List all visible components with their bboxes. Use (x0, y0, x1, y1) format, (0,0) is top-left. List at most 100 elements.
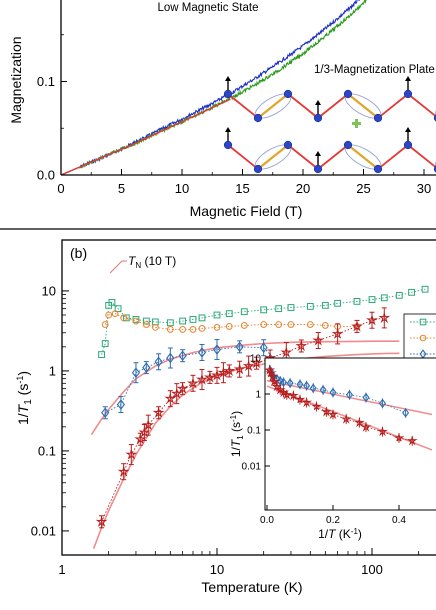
spin-site-top (373, 113, 383, 123)
inset-data-point-1 (265, 367, 277, 378)
inset-xtick-label: 0.0 (260, 515, 274, 526)
chain-bond-top (377, 93, 409, 119)
data-point-3 (223, 364, 236, 377)
panel-a-xtick-label: 25 (356, 181, 370, 196)
inset-data-point-1 (340, 413, 352, 424)
inset-ticks: 0.0 0.2 0.4 0.01 0.1 1 10 (242, 354, 407, 527)
chain-bond-bottom (257, 144, 289, 170)
inset-frame (264, 357, 436, 511)
panel-b-ytick-label: 10 (42, 283, 56, 298)
data-point-3 (152, 406, 165, 418)
spin-site-top (283, 89, 293, 99)
panel-a-ytick-label: 0.0 (37, 168, 55, 183)
data-point-0 (225, 310, 233, 318)
panel-a-annotation-low: Low Magnetic State (157, 2, 258, 14)
data-point-3 (331, 327, 344, 339)
magnetization-series-0 (60, 0, 360, 176)
data-point-2 (178, 350, 187, 361)
panel-a-xtick-label: 10 (175, 181, 189, 196)
data-point-0 (98, 351, 105, 358)
panel-b-frame (61, 239, 436, 556)
spin-site-top (313, 113, 323, 123)
data-point-2 (142, 362, 151, 373)
panel-a-xlabel: Magnetic Field (T) (190, 203, 303, 219)
data-point-0 (114, 305, 122, 313)
chain-bond-bottom (227, 144, 259, 170)
panel-b-xtick-label: 100 (361, 562, 383, 577)
inset-data-point-1 (311, 402, 322, 410)
inset-ytick-label: 1 (255, 390, 261, 401)
data-point-1 (321, 322, 329, 329)
tn-annotation-suffix: (10 T) (141, 254, 176, 268)
data-point-2 (197, 347, 207, 358)
inset-xlabel: 1/T (K-1) (318, 527, 362, 541)
data-point-0 (122, 314, 130, 322)
inset-data-point-0 (296, 379, 304, 390)
panel-b-ytick-label: 0.01 (31, 523, 56, 538)
data-point-3 (125, 448, 138, 460)
panel-b-ytick-label: 0.1 (38, 443, 56, 458)
tn-pointer (109, 260, 123, 274)
data-point-1 (105, 311, 113, 319)
inset-data-point-1 (271, 380, 283, 392)
chain-bond-top (257, 93, 289, 119)
spin-arrowhead-top (315, 100, 321, 105)
data-point-0 (353, 297, 361, 305)
panel-a-ylabel: Magnetization (8, 36, 24, 123)
spin-site-bottom (403, 140, 413, 150)
series-line-2 (104, 346, 285, 414)
inset-data-point-1 (264, 364, 276, 375)
data-point-0 (334, 299, 342, 307)
chain-bond-top (287, 93, 319, 119)
data-point-0 (421, 285, 429, 293)
data-point-3 (351, 320, 363, 332)
data-point-0 (321, 301, 329, 309)
data-point-1 (151, 323, 159, 331)
data-point-3 (176, 382, 189, 394)
legend-marker (419, 318, 427, 326)
inset-data-point-1 (287, 391, 299, 401)
data-point-0 (213, 311, 221, 319)
series-line-0 (101, 288, 426, 355)
spin-arrowhead-bottom (225, 127, 231, 132)
data-point-3 (250, 357, 263, 369)
data-point-2 (235, 341, 244, 353)
inset-data-point-0 (362, 392, 370, 403)
data-point-1 (120, 314, 128, 322)
inset-data-point-1 (294, 395, 306, 404)
spin-site-bottom (313, 164, 323, 174)
data-point-3 (187, 377, 199, 389)
panel-a-xtick-label: 20 (296, 181, 310, 196)
panel-a-xtick-label: 0 (57, 181, 64, 196)
inset-data-point-0 (280, 377, 287, 388)
legend-marker (419, 334, 427, 342)
data-point-3 (295, 339, 308, 352)
chain-bond-bottom (287, 144, 319, 170)
inset-data-point-0 (402, 408, 410, 418)
chain-bond-top (317, 93, 349, 119)
spin-arrowhead-top (405, 76, 411, 81)
inset-data-point-0 (329, 387, 337, 398)
data-point-3 (196, 373, 208, 385)
spin-site-bottom (373, 164, 383, 174)
inset: 0.0 0.2 0.4 0.01 0.1 1 10 1/T1 (s-1) 1/T (K-1) (229, 354, 436, 541)
chain-bond-top (227, 93, 259, 119)
magnetization-series-2 (60, 98, 231, 176)
data-point-0 (380, 294, 388, 302)
data-point-1 (101, 321, 109, 328)
inset-ytick-label: 10 (250, 354, 262, 365)
data-point-1 (166, 326, 174, 333)
data-point-2 (131, 367, 141, 378)
spin-site-top (343, 89, 353, 99)
data-point-3 (242, 359, 255, 372)
data-point-3 (366, 313, 378, 326)
magnetization-series-1 (60, 0, 369, 176)
data-point-2 (116, 399, 126, 410)
inset-data-point-1 (360, 423, 372, 432)
inset-data-point-1 (327, 410, 339, 420)
data-point-1 (260, 321, 268, 328)
panel-b-label: (b) (70, 245, 87, 261)
data-point-3 (233, 362, 246, 375)
